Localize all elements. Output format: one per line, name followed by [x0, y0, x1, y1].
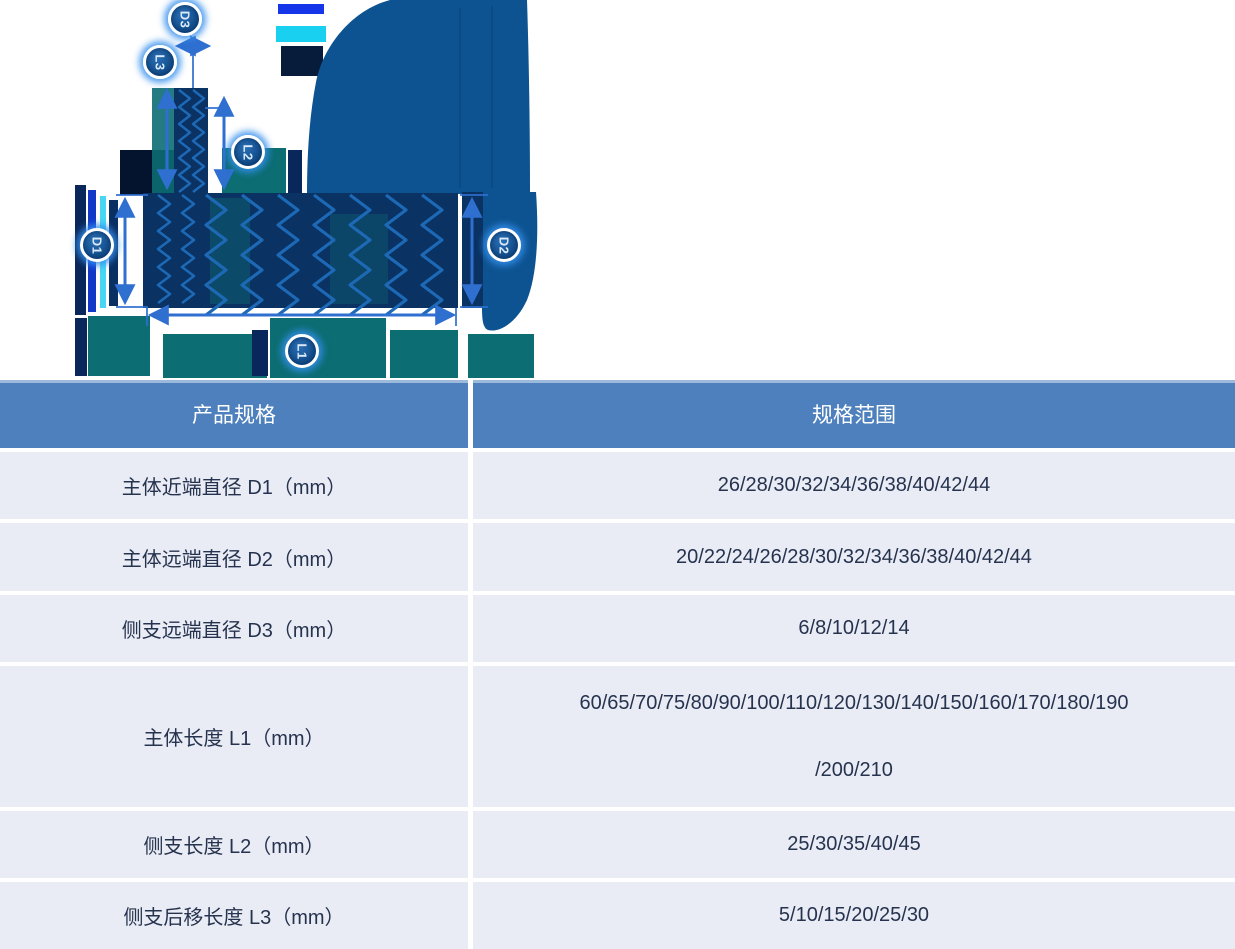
spec-label: 主体长度 L1（mm）: [0, 666, 468, 807]
vessel-shape: [307, 0, 538, 331]
spec-range-value: 20/22/24/26/28/30/32/34/36/38/40/42/44: [473, 523, 1235, 591]
badge-d2: D2: [487, 228, 521, 262]
main-graft-body: [143, 192, 483, 317]
spec-label: 主体近端直径 D1（mm）: [0, 452, 468, 519]
header-spec-range: 规格范围: [473, 380, 1235, 448]
table-row: 主体远端直径 D2（mm） 20/22/24/26/28/30/32/34/36…: [0, 523, 1235, 591]
badge-l1: L1: [285, 334, 319, 368]
table-row: 侧支长度 L2（mm） 25/30/35/40/45: [0, 811, 1235, 878]
badge-d1-label: D1: [89, 236, 105, 254]
spec-range-line-1: 60/65/70/75/80/90/100/110/120/130/140/15…: [579, 691, 1129, 714]
table-row: 侧支后移长度 L3（mm） 5/10/15/20/25/30: [0, 882, 1235, 949]
spec-range-value: 5/10/15/20/25/30: [473, 882, 1235, 949]
spec-label: 侧支远端直径 D3（mm）: [0, 595, 468, 662]
spec-label: 主体远端直径 D2（mm）: [0, 523, 468, 591]
spec-range-value: 26/28/30/32/34/36/38/40/42/44: [473, 452, 1235, 519]
table-row: 侧支远端直径 D3（mm） 6/8/10/12/14: [0, 595, 1235, 662]
spec-label: 侧支长度 L2（mm）: [0, 811, 468, 878]
extension-lines: [116, 40, 488, 326]
spec-range-value: 6/8/10/12/14: [473, 595, 1235, 662]
spec-table: 产品规格 规格范围 主体近端直径 D1（mm） 26/28/30/32/34/3…: [0, 380, 1235, 949]
header-product-spec: 产品规格: [0, 380, 468, 448]
badge-l1-label: L1: [294, 342, 310, 360]
spec-range-line-2: /200/210: [815, 758, 893, 781]
badge-l3: L3: [143, 45, 177, 79]
spec-range-value: 25/30/35/40/45: [473, 811, 1235, 878]
badge-d2-label: D2: [496, 236, 512, 254]
stent-diagram-art: [75, 0, 538, 378]
side-branch: [174, 88, 208, 194]
dimension-lines: [114, 35, 488, 326]
badge-d1: D1: [80, 228, 114, 262]
spec-range-multiline: 60/65/70/75/80/90/100/110/120/130/140/15…: [473, 670, 1235, 804]
badge-l3-label: L3: [152, 53, 168, 71]
spec-range-value: 60/65/70/75/80/90/100/110/120/130/140/15…: [473, 666, 1235, 807]
badge-l2-label: L2: [240, 143, 256, 161]
table-row: 主体近端直径 D1（mm） 26/28/30/32/34/36/38/40/42…: [0, 452, 1235, 519]
spec-label: 侧支后移长度 L3（mm）: [0, 882, 468, 949]
table-header-row: 产品规格 规格范围: [0, 380, 1235, 448]
badge-d3-label: D3: [177, 10, 193, 28]
badge-l2: L2: [231, 135, 265, 169]
stent-diagram: D3 L3 L2 D1 D2 L1: [0, 0, 1235, 380]
table-row: 主体长度 L1（mm） 60/65/70/75/80/90/100/110/12…: [0, 666, 1235, 807]
badge-d3: D3: [168, 2, 202, 36]
